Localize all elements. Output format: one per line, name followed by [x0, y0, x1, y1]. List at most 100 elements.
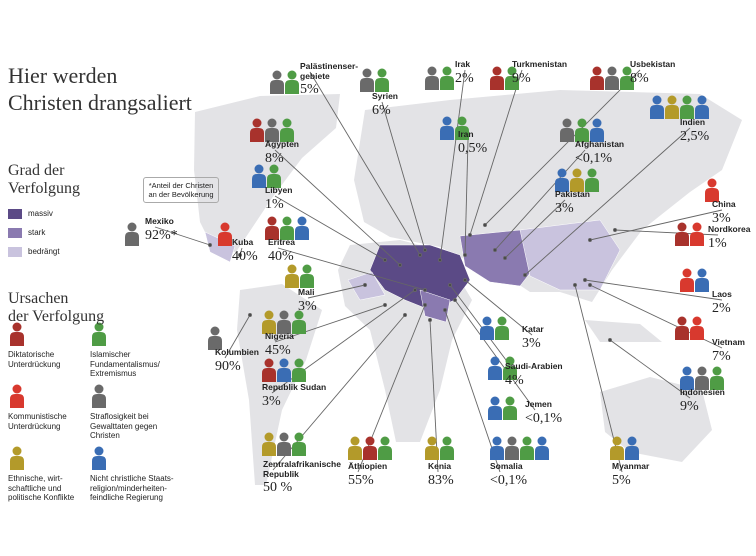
legend-label: stark: [28, 228, 46, 237]
leader-line: [464, 139, 469, 256]
leader-dot: [483, 223, 487, 227]
north-america: [194, 94, 340, 252]
icon-body: [295, 226, 309, 240]
legend-label: massiv: [28, 209, 53, 218]
icon-body: [590, 128, 604, 142]
person-icon: [505, 66, 519, 90]
icon-body: [285, 80, 299, 94]
icon-body: [690, 232, 704, 246]
person-icon: [560, 118, 574, 142]
icon-body: [10, 332, 24, 346]
person-icon: [610, 436, 624, 460]
country-value: 50 %: [263, 480, 293, 495]
icon-body: [300, 274, 314, 288]
icon-body: [625, 446, 639, 460]
person-icon: [505, 436, 519, 460]
country-name: Eritrea: [268, 237, 295, 247]
leader-line: [274, 304, 386, 343]
person-icon: [695, 366, 709, 390]
leader-dot: [448, 283, 452, 287]
person-icon: [490, 436, 504, 460]
icon-head: [287, 264, 297, 274]
icon-head: [264, 432, 274, 442]
country-name: Zentralafrikanische Republik: [263, 459, 341, 479]
person-icon: [555, 168, 569, 192]
icon-body: [505, 76, 519, 90]
icon-head: [294, 432, 304, 442]
icon-head: [692, 222, 702, 232]
icon-body: [560, 128, 574, 142]
icon-head: [362, 68, 372, 78]
legend-label: bedrängt: [28, 247, 60, 256]
legend-label: Kommunistische Unterdrückung: [8, 412, 67, 431]
country-value: 1%: [708, 236, 727, 251]
country-name: Äthiopien: [348, 461, 388, 471]
person-icon: [363, 436, 377, 460]
country-value: 9%: [512, 71, 531, 86]
person-icon: [650, 95, 664, 119]
person-icon: [262, 432, 276, 456]
icon-body: [440, 126, 454, 140]
icon-head: [380, 436, 390, 446]
person-icon: [360, 68, 374, 92]
country-value: <0,1%: [525, 411, 563, 426]
icon-body: [292, 320, 306, 334]
leader-dot: [588, 283, 592, 287]
icon-body: [675, 326, 689, 340]
icon-body: [280, 128, 294, 142]
icon-body: [555, 178, 569, 192]
icon-head: [712, 366, 722, 376]
icon-head: [12, 384, 22, 394]
leader-dot: [613, 228, 617, 232]
person-icon: [92, 322, 106, 346]
icon-body: [488, 366, 502, 380]
icon-body: [360, 78, 374, 92]
leader-dot: [398, 263, 402, 267]
icon-head: [254, 164, 264, 174]
leader-line: [381, 101, 426, 251]
icon-head: [667, 95, 677, 105]
icon-head: [492, 66, 502, 76]
icon-body: [92, 332, 106, 346]
icon-body: [218, 232, 232, 246]
leader-dot: [248, 313, 252, 317]
person-icon: [440, 116, 454, 140]
person-icon: [300, 264, 314, 288]
icon-body: [92, 394, 106, 408]
leader-dot: [423, 248, 427, 252]
icon-head: [264, 358, 274, 368]
icon-body: [440, 446, 454, 460]
leader-dot: [463, 253, 467, 257]
person-icon: [690, 222, 704, 246]
leader-line: [524, 127, 691, 276]
icon-head: [272, 70, 282, 80]
icon-body: [363, 446, 377, 460]
leader-dot: [463, 278, 467, 282]
leader-line: [484, 69, 641, 226]
person-icon: [285, 264, 299, 288]
country-value: 8%: [265, 151, 284, 166]
leader-dot: [503, 256, 507, 260]
icon-head: [282, 216, 292, 226]
leader-dot: [428, 318, 432, 322]
icon-head: [127, 222, 137, 232]
leader-dot: [438, 258, 442, 262]
icon-head: [592, 118, 602, 128]
country-name: Palästinenser- gebiete: [300, 61, 359, 81]
leader-dot: [583, 278, 587, 282]
country-value: 40%: [232, 249, 258, 264]
icon-head: [279, 358, 289, 368]
country-value: 3%: [262, 394, 281, 409]
country-value: 5%: [300, 82, 319, 97]
icon-head: [522, 436, 532, 446]
icon-head: [269, 164, 279, 174]
person-icon: [675, 222, 689, 246]
leader-dot: [383, 303, 387, 307]
icon-head: [12, 322, 22, 332]
country-name: Indien: [680, 117, 706, 127]
note: *Anteil der Christen an der Bevölkerung: [143, 177, 219, 203]
icon-head: [482, 316, 492, 326]
country-name: Usbekistan: [630, 59, 676, 69]
icon-body: [440, 76, 454, 90]
country-value: 3%: [712, 211, 731, 226]
